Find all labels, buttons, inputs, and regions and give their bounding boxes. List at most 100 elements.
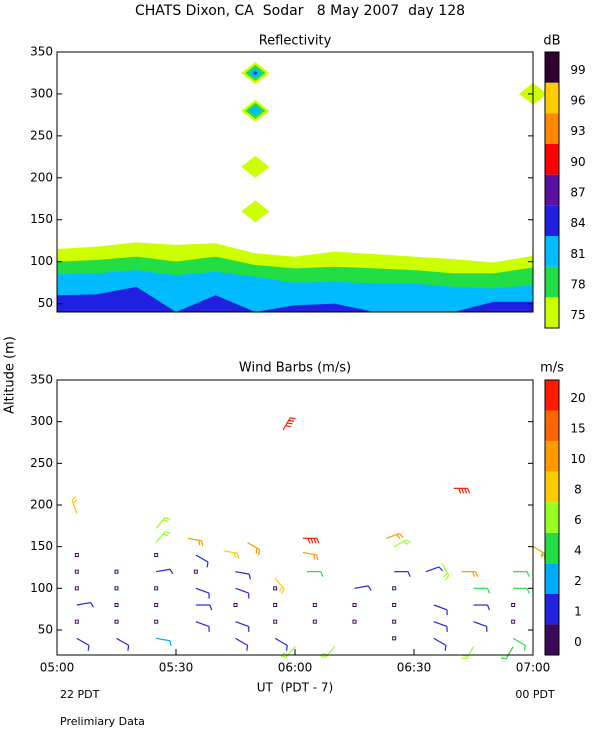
barb-feather [164,531,171,535]
wind-barb [354,585,372,591]
barb-feather [233,552,237,559]
wind-barb [273,603,278,607]
calm-marker [154,619,159,624]
barb-shaft [76,637,90,646]
colorbar-tick-label: 93 [570,124,585,138]
colorbar-band [545,410,559,442]
colorbar-tick-label: 90 [570,155,585,169]
colorbar-band [545,174,559,206]
wind-barb [223,550,240,559]
barb-feather [90,602,94,608]
barb-shaft [223,550,238,554]
colorbar-tick-label: 87 [570,186,585,200]
y-tick-label: 50 [38,623,53,637]
barb-feather [461,657,467,660]
wind-barb [154,586,159,591]
barb-shaft [71,499,78,514]
barb-shaft [302,551,317,556]
barb-shaft [473,621,487,628]
barb-feather [523,645,526,651]
footer-note: Prelimiary Data [60,715,145,728]
barb-feather [367,585,372,591]
colorbar-band [545,297,559,328]
barb-feather [206,561,209,568]
barb-feather [472,571,476,577]
colorbar-tick-label: 2 [574,574,582,588]
calm-marker [114,603,119,607]
wind-barb [392,619,397,624]
barb-feather [443,572,448,578]
barb-feather [279,586,283,592]
wind-barb [273,619,278,624]
panel-title: Reflectivity [259,34,332,49]
barb-feather [169,640,172,647]
barb-shaft [465,646,475,660]
wind-barb [461,646,475,660]
barb-shaft [116,637,129,646]
x-tick-label: 05:30 [159,661,194,675]
barb-shaft [235,637,248,646]
barb-feather [169,568,174,575]
wind-barb [393,539,411,548]
reflectivity-layer [57,270,533,312]
wind-barb [156,637,172,647]
wind-barb [154,553,159,557]
calm-marker [74,553,79,557]
barb-feather [288,419,295,422]
wind-barb [74,569,79,574]
wind-barb [195,621,210,632]
wind-barb [500,646,514,660]
barb-shaft [195,621,210,628]
colorbar-tick-label: 15 [570,421,585,435]
wind-barb [394,571,411,577]
barb-shaft [325,646,336,658]
barb-feather [307,538,311,544]
wind-barb [233,603,238,607]
y-axis-label: Altitude (m) [3,336,18,414]
wind-barb [195,554,209,568]
barb-shaft [235,571,250,575]
barb-feather [464,488,468,494]
plot-frame [56,51,534,313]
wind-barb [433,621,448,632]
colorbar-tick-label: 99 [570,63,585,77]
wind-barb [195,604,213,611]
barb-feather [236,553,240,559]
barb-feather [438,566,444,572]
x-tick-label: 05:00 [40,661,75,675]
y-tick-label: 250 [30,456,53,470]
wind-barb [193,569,198,574]
wind-barb [512,637,526,651]
barb-feather [281,588,285,595]
barb-shaft [386,532,400,539]
wind-barb [273,586,278,591]
calm-marker [74,569,79,574]
calm-marker [312,603,317,607]
colorbar-tick-label: 8 [574,482,582,496]
wind-barb [352,603,357,607]
calm-marker [392,603,397,607]
barb-shaft [156,637,171,642]
colorbar-band [545,441,559,472]
reflectivity-layer [57,286,533,312]
barb-feather [444,645,447,651]
wind-barb [274,577,285,595]
barb-feather [248,573,251,580]
barb-shaft [247,541,260,551]
wind-barb [154,603,159,607]
colorbar-tick-label: 1 [574,605,582,619]
reflectivity-patch [241,200,270,223]
barb-feather [285,425,292,428]
barb-shaft [76,601,91,606]
calm-marker [273,619,278,624]
wind-barb [513,571,530,577]
barb-feather [462,654,469,657]
barb-shaft [187,537,202,542]
calm-marker [154,603,159,607]
barb-shaft [282,417,291,431]
patch-ring [253,70,258,75]
x-axis-label: UT (PDT - 7) [257,681,334,695]
wind-barb [155,531,171,543]
barb-feather [72,498,78,504]
